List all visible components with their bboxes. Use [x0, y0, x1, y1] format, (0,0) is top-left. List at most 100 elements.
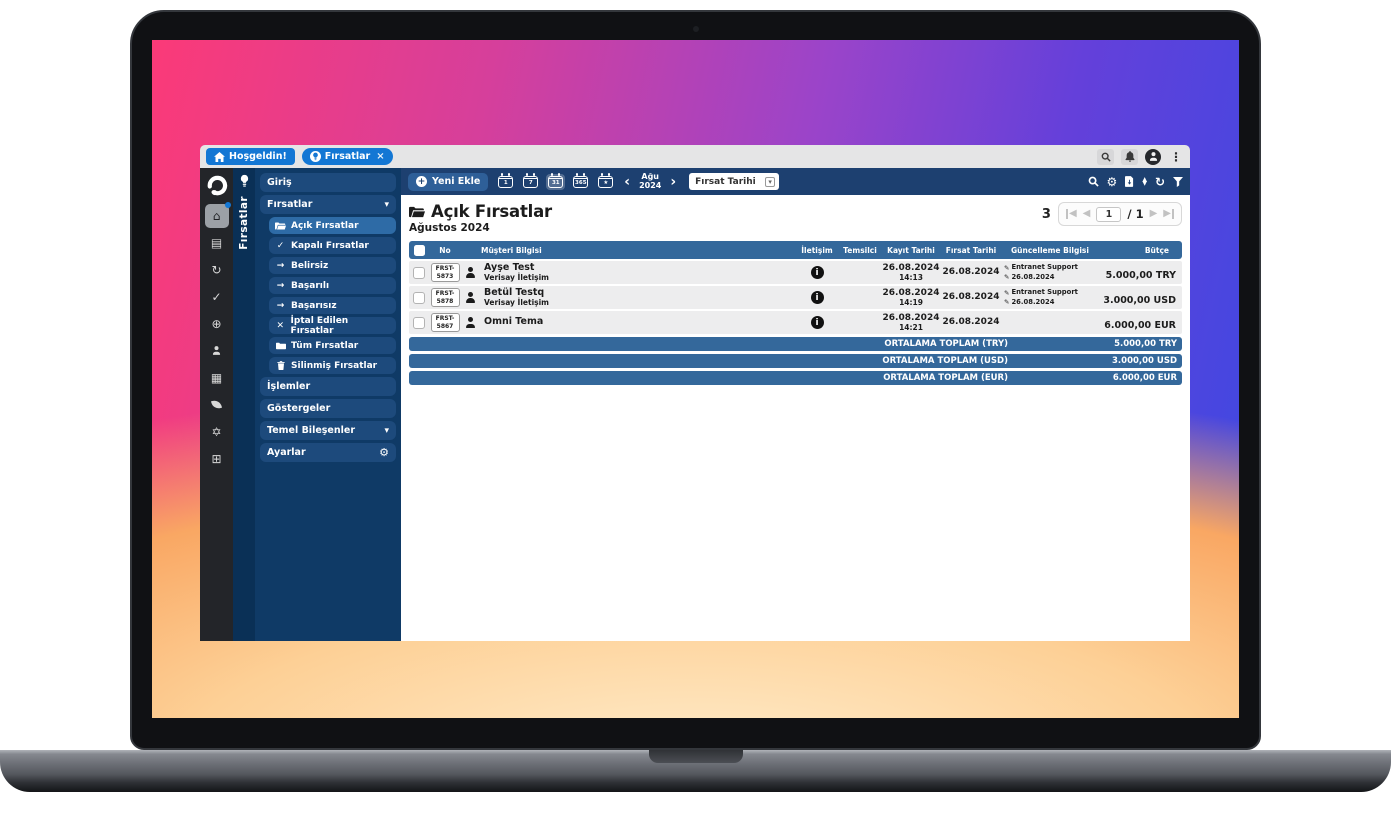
last-page-icon[interactable]: ▶: [1163, 209, 1174, 219]
calendar-icon: 1: [498, 173, 514, 188]
calendar-icon: 7: [523, 173, 539, 188]
table-settings-button[interactable]: ⚙: [1107, 175, 1118, 189]
person-icon: [465, 291, 476, 303]
info-icon[interactable]: i: [810, 316, 824, 329]
opportunity-id-badge: FRST- 5878: [430, 287, 460, 308]
total-label: ORTALAMA TOPLAM (TRY): [884, 339, 1008, 349]
nav-sub-belirsiz[interactable]: → Belirsiz: [269, 257, 396, 274]
table-row[interactable]: FRST- 5878 Betül Testq Verisay İletişim i: [409, 286, 1182, 309]
nav-sub-basarisiz[interactable]: → Başarısız: [269, 297, 396, 314]
rail-layout-button[interactable]: ⊞: [205, 447, 229, 471]
total-label: ORTALAMA TOPLAM (USD): [882, 356, 1008, 366]
nav-item-firsatlar[interactable]: Fırsatlar ▾: [260, 195, 396, 214]
date-filter-select[interactable]: Fırsat Tarihi ▾: [689, 173, 780, 190]
info-icon[interactable]: i: [810, 291, 824, 304]
sort-button[interactable]: ▲ ▼: [1142, 176, 1147, 186]
calendar-range-custom-button[interactable]: ★: [596, 173, 615, 190]
row-checkbox[interactable]: [413, 291, 425, 304]
folder-open-icon: [409, 206, 425, 217]
new-record-button[interactable]: + Yeni Ekle: [408, 172, 489, 191]
export-button[interactable]: [1125, 176, 1134, 187]
row-checkbox[interactable]: [413, 316, 425, 329]
total-row-eur: ORTALAMA TOPLAM (EUR) 6.000,00 EUR: [409, 371, 1182, 385]
first-page-icon[interactable]: ◀: [1065, 209, 1077, 219]
calendar-range-7-button[interactable]: 7: [521, 173, 540, 190]
table-row[interactable]: FRST- 5867 Omni Tema i 26.08.2024: [409, 311, 1182, 334]
nav-sub-kapali-firsatlar[interactable]: ✓ Kapalı Fırsatlar: [269, 237, 396, 254]
chevron-down-icon: ▾: [765, 176, 776, 187]
calendar-range-1-button[interactable]: 1: [496, 173, 515, 190]
chevron-down-icon: ▾: [384, 199, 389, 210]
pencil-icon: ✎: [1004, 263, 1010, 272]
budget-value: 6.000,00 EUR: [1104, 320, 1176, 331]
nav-item-islemler[interactable]: İşlemler: [260, 377, 396, 396]
row-checkbox[interactable]: [413, 266, 425, 279]
rail-eco-button[interactable]: [205, 393, 229, 417]
user-avatar[interactable]: [1145, 148, 1161, 165]
rail-star-button[interactable]: ✡: [205, 420, 229, 444]
filter-button[interactable]: [1173, 176, 1183, 187]
table-search-button[interactable]: [1088, 176, 1099, 187]
tab-firsatlar[interactable]: Fırsatlar ×: [301, 148, 393, 165]
nav-item-temel-bilesenler[interactable]: Temel Bileşenler ▾: [260, 421, 396, 440]
rail-company-button[interactable]: ▤: [205, 231, 229, 255]
next-month-button[interactable]: ›: [670, 173, 677, 190]
rail-sync-button[interactable]: ↻: [205, 258, 229, 282]
nav-sub-tum-firsatlar[interactable]: Tüm Fırsatlar: [269, 337, 396, 354]
nav-sub-iptal-edilen[interactable]: ✕ İptal Edilen Fırsatlar: [269, 316, 396, 336]
user-icon: [1149, 152, 1158, 161]
customer-company: Verisay İletişim: [484, 272, 549, 282]
nav-item-gostergeler[interactable]: Göstergeler: [260, 399, 396, 418]
person-icon: [465, 317, 476, 328]
nav-sub-basarili[interactable]: → Başarılı: [269, 277, 396, 294]
notifications-button[interactable]: [1121, 148, 1138, 165]
nav-panel: Giriş Fırsatlar ▾ Açık Fırsatlar ✓ Kapal…: [255, 168, 401, 641]
nav-sub-acik-firsatlar[interactable]: Açık Fırsatlar: [269, 217, 396, 234]
calendar-range-365-button[interactable]: 365: [571, 173, 590, 190]
rail-web-button[interactable]: ⊕: [205, 312, 229, 336]
refresh-button[interactable]: ↻: [1155, 175, 1165, 189]
page-total: / 1: [1127, 207, 1144, 221]
tab-close-icon[interactable]: ×: [376, 151, 385, 162]
record-count: 3: [1041, 206, 1051, 222]
page-body: Açık Fırsatlar Ağustos 2024 3 ◀ ◀: [401, 195, 1190, 641]
page-number-input[interactable]: [1096, 206, 1122, 222]
rail-home-button[interactable]: ⌂: [204, 201, 231, 228]
arrow-right-icon: →: [276, 260, 285, 271]
rail-accounting-button[interactable]: ▦: [205, 366, 229, 390]
home-icon: ⌂: [212, 208, 221, 223]
opportunity-date: 26.08.2024: [942, 267, 1000, 278]
rail-hr-button[interactable]: [205, 339, 229, 363]
tab-home[interactable]: Hoşgeldin!: [206, 148, 295, 165]
sort-up-icon: ▲: [1142, 176, 1147, 184]
created-date: 26.08.2024: [882, 287, 940, 298]
previous-page-icon[interactable]: ◀: [1082, 208, 1091, 219]
laptop-screen: Hoşgeldin! Fırsatlar × ⋮: [152, 40, 1239, 718]
info-icon[interactable]: i: [810, 266, 824, 279]
leaf-icon: [210, 398, 223, 411]
module-label: Fırsatlar: [238, 196, 250, 250]
total-label: ORTALAMA TOPLAM (EUR): [883, 373, 1008, 383]
nav-item-ayarlar[interactable]: Ayarlar ⚙: [260, 443, 396, 462]
nav-item-giris[interactable]: Giriş: [260, 173, 396, 192]
current-period-label: Ağu 2024: [639, 171, 662, 190]
action-toolbar: + Yeni Ekle 1 7 31 365 ★ ‹ Ağu: [401, 168, 1190, 195]
folder-open-icon: [275, 221, 286, 230]
folder-icon: [275, 342, 286, 350]
home-icon: [214, 151, 225, 162]
calendar-range-31-button[interactable]: 31: [546, 173, 566, 190]
gear-icon: ⚙: [379, 446, 389, 459]
select-all-checkbox[interactable]: [413, 244, 425, 256]
table-row[interactable]: FRST- 5873 Ayşe Test Verisay İletişim i: [409, 261, 1182, 284]
next-page-icon[interactable]: ▶: [1149, 208, 1158, 219]
kebab-menu-icon[interactable]: ⋮: [1170, 149, 1182, 164]
customer-name: Betül Testq: [484, 286, 545, 298]
created-date: 26.08.2024: [882, 262, 940, 273]
nav-sub-silinmis[interactable]: Silinmiş Fırsatlar: [269, 357, 396, 374]
hexagram-icon: ✡: [211, 424, 222, 439]
previous-month-button[interactable]: ‹: [624, 173, 631, 190]
global-search-button[interactable]: [1097, 148, 1114, 165]
pencil-icon: ✎: [1004, 288, 1010, 297]
budget-value: 5.000,00 TRY: [1105, 270, 1176, 281]
rail-tasks-button[interactable]: ✓: [205, 285, 229, 309]
